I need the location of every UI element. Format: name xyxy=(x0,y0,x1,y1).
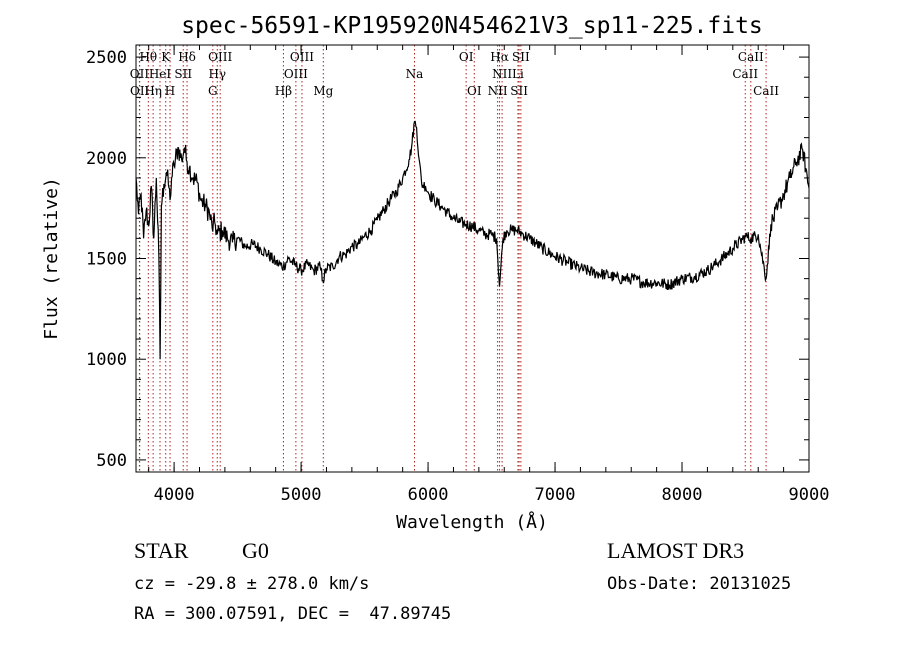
object-class: STAR xyxy=(134,538,189,563)
line-label: OIII xyxy=(208,50,232,64)
x-tick-label: 9000 xyxy=(789,485,830,505)
line-label: NII xyxy=(488,84,508,98)
line-label: OIII xyxy=(284,67,308,81)
x-axis-label: Wavelength (Å) xyxy=(396,511,548,533)
spectral-line-markers xyxy=(138,45,767,472)
line-label: Hβ xyxy=(275,84,292,98)
line-label: Li xyxy=(512,67,524,81)
y-tick-label: 1500 xyxy=(86,250,127,270)
y-tick-label: 2000 xyxy=(86,149,127,169)
line-label: CaII xyxy=(732,67,758,81)
spectrum-series-line xyxy=(135,120,810,360)
line-label: H xyxy=(165,84,175,98)
line-label: Hγ xyxy=(208,67,226,81)
sky-coordinates: RA = 300.07591, DEC = 47.89745 xyxy=(134,604,452,624)
line-label: CaII xyxy=(753,84,779,98)
line-label: Na xyxy=(406,67,424,81)
line-label: Mg xyxy=(313,84,333,98)
line-label: K xyxy=(161,50,171,64)
spectral-line-labels: Hθ OII OII K HeI Hη Hδ SII H OIII Hγ G OIII OIII Hβ Mg N… xyxy=(130,50,779,98)
x-tick-label: 5000 xyxy=(281,485,322,505)
line-label: SII xyxy=(512,50,530,64)
y-axis-ticks: 500 1000 1500 2000 2500 xyxy=(86,48,809,471)
y-tick-label: 500 xyxy=(96,451,127,471)
redshift-value: cz = -29.8 ± 278.0 km/s xyxy=(134,574,370,594)
y-axis-label: Flux (relative) xyxy=(41,177,62,340)
y-tick-label: 2500 xyxy=(86,48,127,68)
x-tick-label: 7000 xyxy=(535,485,576,505)
x-tick-label: 4000 xyxy=(154,485,195,505)
chart-title: spec-56591-KP195920N454621V3_sp11-225.fi… xyxy=(181,13,763,39)
line-label: OIII xyxy=(290,50,314,64)
x-axis-ticks: 4000 5000 6000 7000 8000 9000 xyxy=(148,45,830,505)
object-subclass: G0 xyxy=(242,538,269,563)
y-tick-label: 1000 xyxy=(86,350,127,370)
line-label: SII xyxy=(174,67,192,81)
line-label: Hθ xyxy=(139,50,157,64)
x-tick-label: 6000 xyxy=(408,485,449,505)
line-label: OI xyxy=(467,84,482,98)
survey-name: LAMOST DR3 xyxy=(607,538,745,563)
x-tick-label: 8000 xyxy=(662,485,703,505)
line-label: G xyxy=(208,84,218,98)
line-label: HeI xyxy=(149,67,172,81)
plot-frame xyxy=(135,44,810,473)
observation-date: Obs-Date: 20131025 xyxy=(607,574,792,594)
line-label: Hη xyxy=(144,84,162,98)
line-label: OI xyxy=(459,50,474,64)
line-label: CaII xyxy=(738,50,764,64)
line-label: OII xyxy=(130,67,150,81)
line-label: OII xyxy=(130,84,150,98)
line-label: Hα xyxy=(490,50,509,64)
line-label: SII xyxy=(510,84,528,98)
line-label: Hδ xyxy=(178,50,196,64)
line-label: NII xyxy=(492,67,512,81)
